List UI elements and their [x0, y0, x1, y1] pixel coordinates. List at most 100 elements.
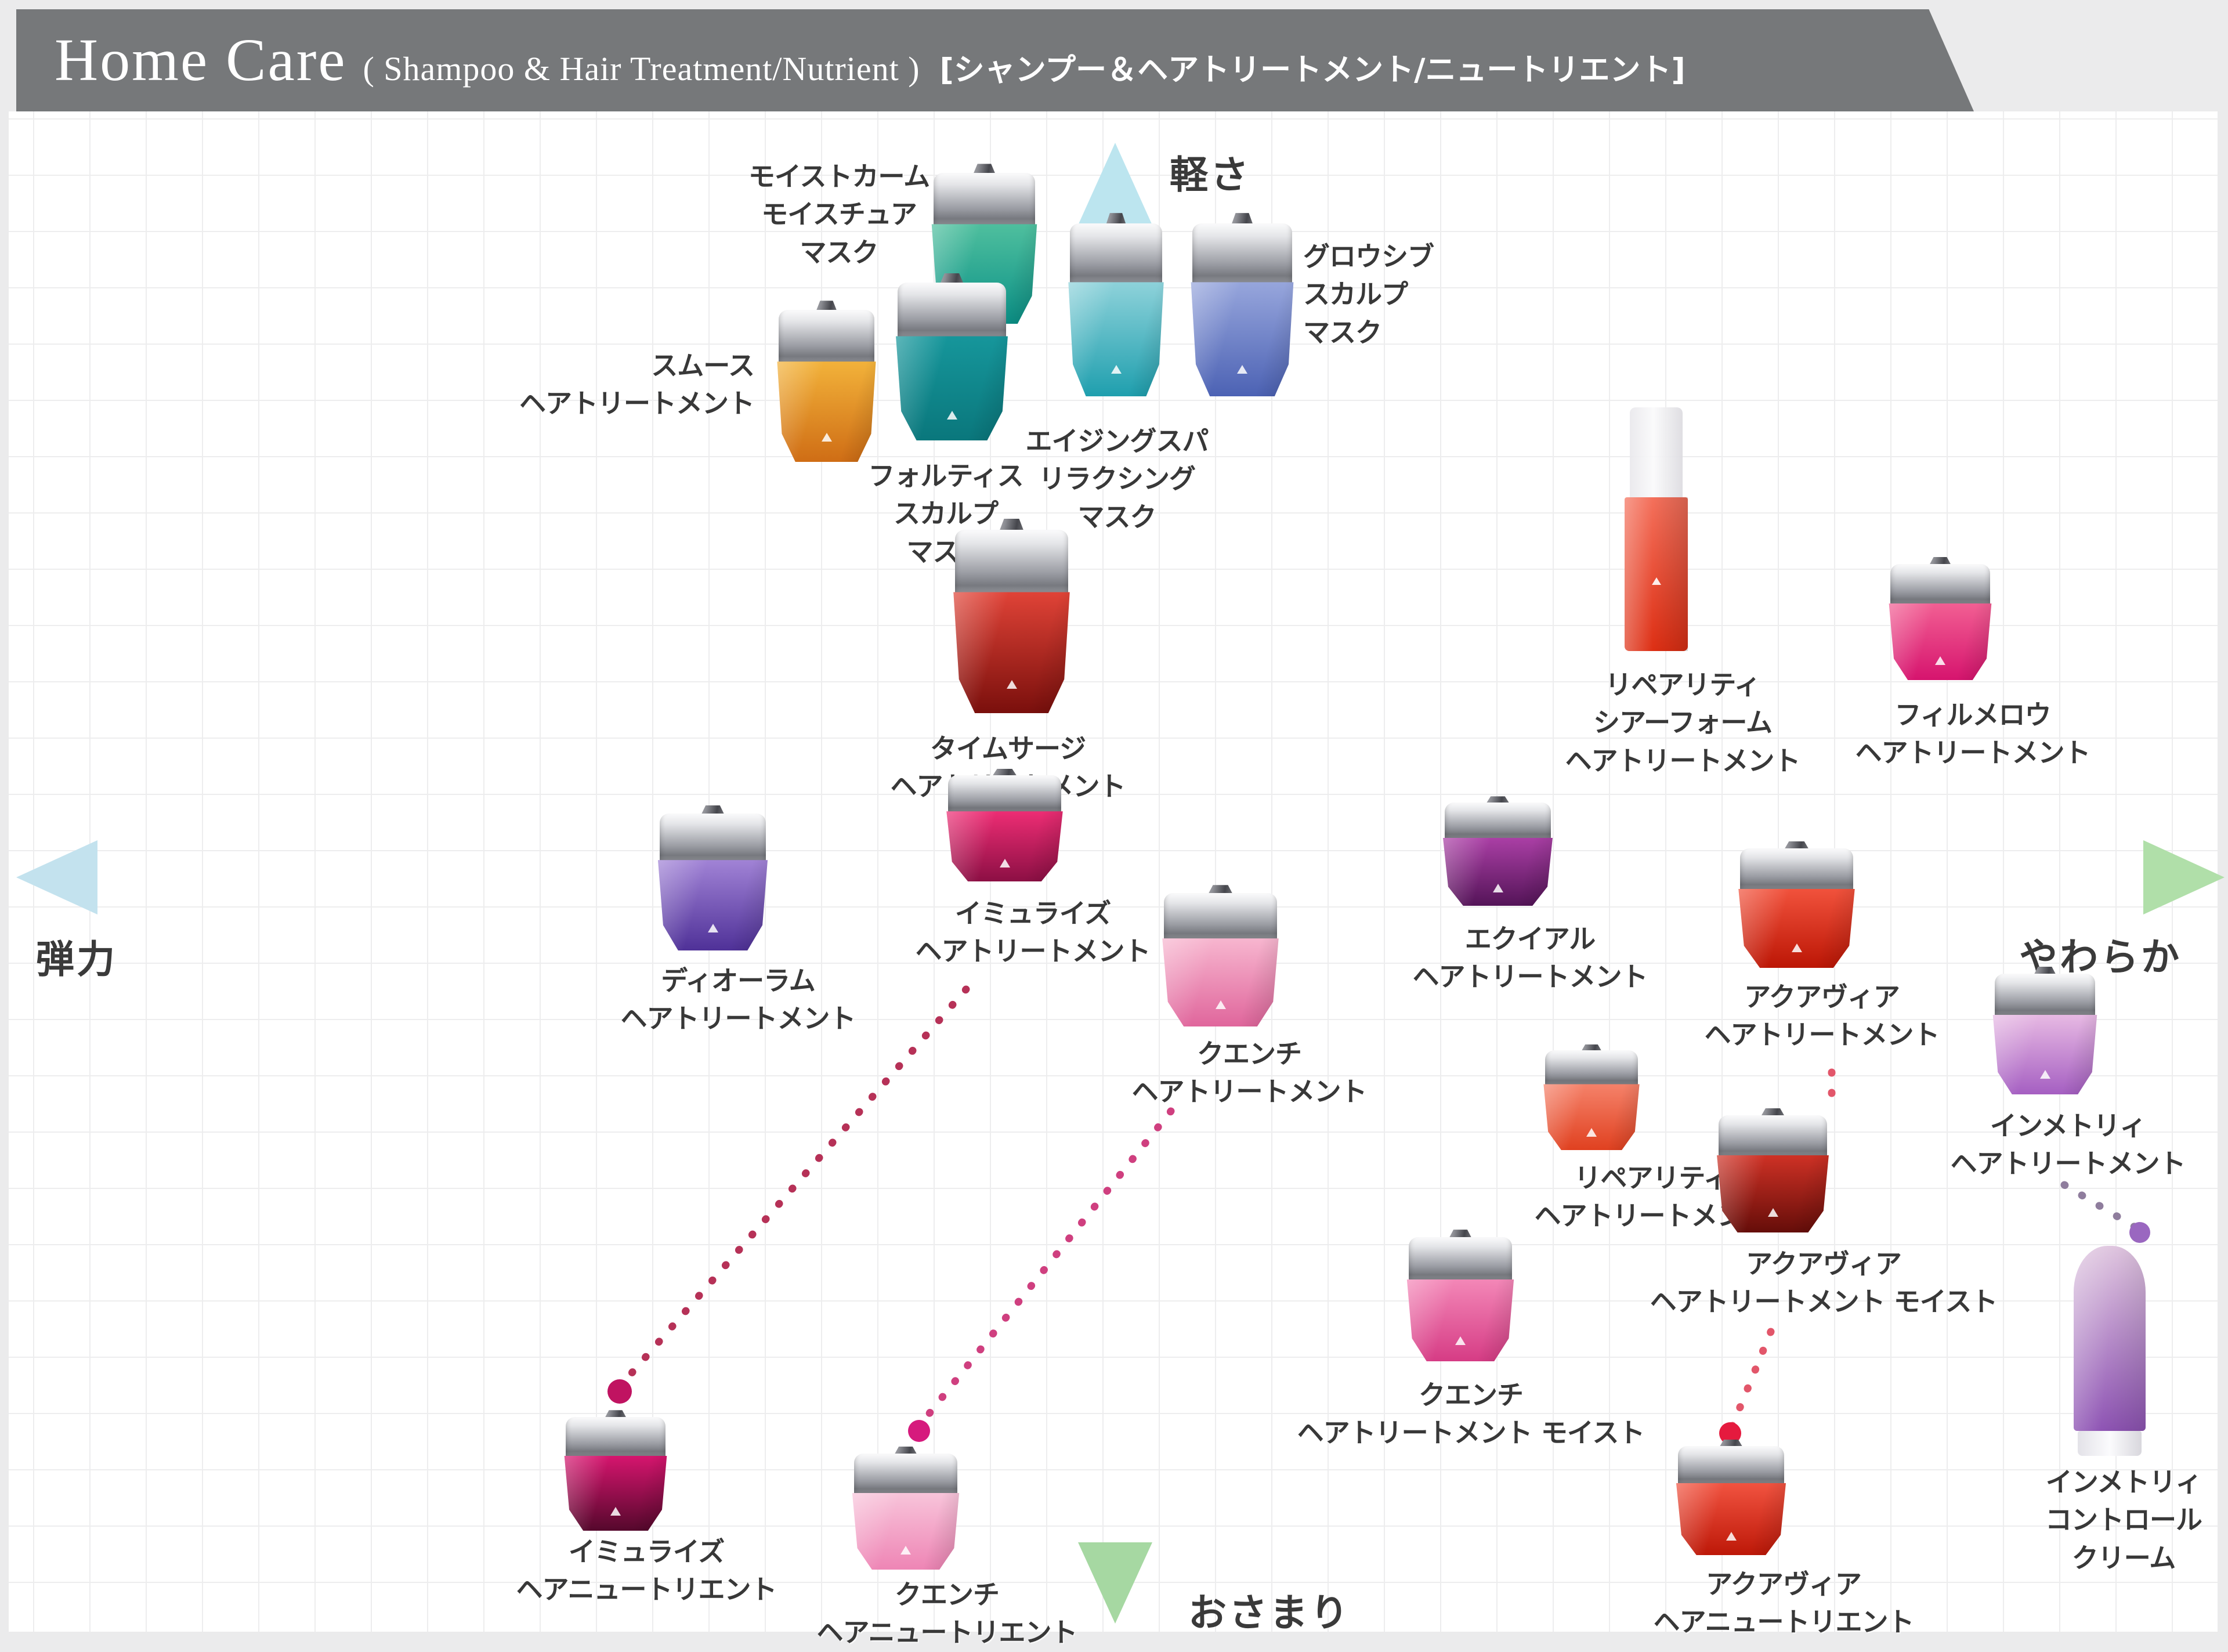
inmetry-hair-treatment-cap — [1994, 974, 2096, 1020]
growsive-scalp-mask-label-line: スカルプ — [1303, 279, 1408, 310]
aquavia-hair-nutrient-label: アクアヴィア ヘアニュートリエント — [1653, 1566, 1914, 1642]
immurise-hair-treatment-body — [946, 811, 1063, 881]
inmetry-link-dotted-line — [2060, 1181, 2140, 1232]
page-subtitle-en: ( Shampoo & Hair Treatment/Nutrient ) — [363, 50, 920, 88]
aging-spa-relaxing-mask-body — [1068, 282, 1164, 396]
smooth-hair-treatment-label-line: ヘアトリートメント — [519, 388, 755, 420]
immurise-hair-treatment-label-line: ヘアトリートメント — [915, 935, 1151, 967]
time-surge-hair-treatment-cap — [955, 530, 1068, 600]
aquavia-hair-treatment-body — [1738, 889, 1855, 968]
inmetry-hair-treatment-label: インメトリィ ヘアトリートメント — [1951, 1107, 2186, 1183]
diorum-hair-treatment-cap — [659, 814, 766, 866]
down-arrowhead-icon — [1078, 1542, 1152, 1624]
aging-spa-relaxing-mask-label: エイジングスパ リラクシング マスク — [1026, 422, 1209, 536]
immurise-hair-nutrient-jar — [562, 1410, 670, 1531]
quench-link-dot — [908, 1420, 930, 1442]
aquavia-hair-treatment-moist-cap — [1719, 1115, 1827, 1160]
right-arrowhead-icon — [2143, 840, 2225, 914]
inmetry-hair-treatment-body — [1992, 1014, 2097, 1094]
immurise-hair-nutrient-cap — [566, 1417, 665, 1461]
aquavia-hair-nutrient-body — [1676, 1483, 1786, 1555]
quench-hair-treatment-moist-jar — [1404, 1230, 1517, 1361]
aquavia-hair-treatment-moist-label-line: ヘアトリートメント モイスト — [1650, 1286, 1998, 1318]
repairity-hair-treatment-cap — [1545, 1050, 1639, 1089]
growsive-scalp-mask-label: グロウシブ スカルプ マスク — [1303, 238, 1434, 352]
inmetry-link-dot — [2129, 1222, 2150, 1243]
aquavia-hair-nutrient-label-line: ヘアニュートリエント — [1653, 1606, 1914, 1638]
brand-triangle-icon — [900, 1545, 911, 1555]
repairity-sheer-foam-hair-treatment-bottle — [1625, 407, 1688, 651]
philmellow-hair-treatment-label: フィルメロウヘアトリートメント — [1855, 696, 2091, 772]
quench-hair-treatment-jar — [1159, 885, 1282, 1026]
repairity-sheer-foam-hair-treatment-pump-cap — [1629, 407, 1683, 498]
diorum-hair-treatment-label-line: ディオーラム — [661, 965, 815, 996]
philmellow-hair-treatment-label-line: ヘアトリートメント — [1855, 737, 2091, 769]
quench-hair-nutrient-label: クエンチヘアニュートリエント — [816, 1576, 1077, 1652]
aquavia-hair-treatment-jar — [1735, 841, 1858, 968]
philmellow-hair-treatment-label-line: フィルメロウ — [1894, 699, 2051, 731]
philmellow-hair-treatment-jar — [1886, 557, 1994, 680]
brand-triangle-icon — [1935, 656, 1945, 665]
equial-hair-treatment-label-line: ヘアトリートメント — [1412, 961, 1648, 993]
repairity-hair-treatment-body — [1543, 1084, 1640, 1150]
smooth-hair-treatment-label-line: スムース — [651, 350, 755, 381]
brand-triangle-icon — [1006, 680, 1017, 689]
fortis-scalp-mask-label-line: フォルティス — [868, 460, 1023, 491]
time-surge-hair-treatment-jar — [950, 519, 1073, 713]
brand-triangle-icon — [821, 433, 832, 442]
brand-triangle-icon — [1586, 1128, 1597, 1137]
quench-hair-nutrient-label-line: ヘアニュートリエント — [816, 1617, 1077, 1649]
growsive-scalp-mask-jar — [1188, 213, 1296, 396]
aging-spa-relaxing-mask-label-line: リラクシング — [1039, 463, 1196, 495]
aging-spa-relaxing-mask-cap — [1069, 223, 1163, 290]
philmellow-hair-treatment-cap — [1890, 564, 1990, 608]
brand-triangle-icon — [1651, 577, 1661, 585]
time-surge-hair-treatment-body — [953, 592, 1070, 713]
brand-triangle-icon — [1455, 1336, 1466, 1345]
moist-calm-moisture-mask-label: モイストカーム モイスチュア マスク — [748, 158, 930, 272]
immurise-hair-treatment-label: イミュライズ ヘアトリートメント — [916, 895, 1151, 971]
aging-spa-relaxing-mask-jar — [1066, 213, 1166, 396]
quench-hair-nutrient-body — [852, 1493, 960, 1570]
inmetry-hair-treatment-label-line: インメトリィ — [1990, 1110, 2147, 1141]
axis-label-up: 軽さ — [1170, 153, 1251, 197]
immurise-link-dot — [607, 1379, 632, 1404]
growsive-scalp-mask-body — [1191, 282, 1294, 396]
equial-hair-treatment-cap — [1444, 802, 1551, 842]
aquavia-hair-treatment-moist-jar — [1714, 1108, 1832, 1232]
left-arrowhead-icon — [16, 840, 97, 914]
aquavia-hair-treatment-moist-label-line: アクアヴィア — [1746, 1248, 1902, 1279]
inmetry-control-cream-cap — [2078, 1430, 2142, 1456]
aquavia-hair-treatment-label-line: アクアヴィア — [1744, 981, 1900, 1013]
repairity-sheer-foam-hair-treatment-label: リペアリティ シアーフォーム ヘアトリートメント — [1565, 666, 1801, 780]
quench-hair-treatment-moist-cap — [1408, 1237, 1513, 1285]
equial-hair-treatment-jar — [1440, 796, 1556, 906]
quench-hair-treatment-cap — [1164, 893, 1277, 944]
time-surge-hair-treatment-label-line: タイムサージ — [929, 733, 1086, 764]
growsive-scalp-mask-cap — [1192, 223, 1292, 290]
title-bar: Home Care ( Shampoo & Hair Treatment/Nut… — [16, 9, 1974, 111]
aquavia-hair-treatment-cap — [1740, 848, 1853, 894]
page-subtitle-jp: [シャンプー＆ヘアトリートメント/ニュートリエント] — [939, 52, 1686, 88]
inmetry-control-cream-body — [2074, 1246, 2146, 1431]
quench-hair-nutrient-label-line: クエンチ — [895, 1579, 1000, 1610]
quench-hair-treatment-moist-label-line: ヘアトリートメント モイスト — [1297, 1417, 1645, 1449]
aquavia-nutrient-link-dotted-line — [1727, 1328, 1775, 1433]
aging-spa-relaxing-mask-label-line: エイジングスパ — [1025, 425, 1209, 457]
moist-calm-moisture-mask-label-line: マスク — [800, 236, 879, 268]
moist-calm-moisture-mask-label-line: モイストカーム — [748, 161, 930, 192]
aquavia-hair-treatment-label-line: ヘアトリートメント — [1704, 1019, 1940, 1051]
repairity-sheer-foam-hair-treatment-label-line: シアーフォーム — [1593, 707, 1773, 739]
immurise-hair-nutrient-label-line: ヘアニュートリエント — [516, 1574, 777, 1606]
inmetry-control-cream-label-line: クリーム — [2071, 1542, 2176, 1574]
quench-hair-treatment-label-line: ヘアトリートメント — [1131, 1076, 1368, 1108]
quench-hair-treatment-label-line: クエンチ — [1197, 1038, 1302, 1069]
quench-hair-nutrient-cap — [853, 1454, 958, 1498]
immurise-hair-treatment-cap — [948, 775, 1061, 816]
brand-triangle-icon — [946, 411, 957, 420]
brand-triangle-icon — [707, 923, 718, 932]
fortis-scalp-mask-cap — [898, 283, 1006, 343]
smooth-hair-treatment-body — [777, 362, 876, 462]
diorum-hair-treatment-label-line: ヘアトリートメント — [620, 1003, 856, 1035]
diorum-hair-treatment-jar — [655, 805, 771, 950]
